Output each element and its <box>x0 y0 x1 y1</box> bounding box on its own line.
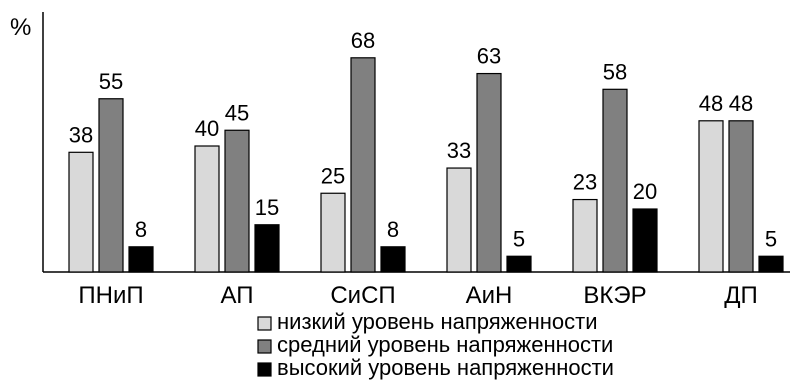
bar-1-5 <box>572 198 598 273</box>
bar-3-6 <box>758 255 784 273</box>
legend-swatch-1 <box>257 316 272 331</box>
value-label-3-1: 8 <box>135 217 147 242</box>
legend-swatch-3 <box>257 362 272 377</box>
value-label-1-6: 48 <box>699 91 723 116</box>
value-label-1-5: 23 <box>573 170 597 195</box>
bar-1-3 <box>320 192 346 273</box>
value-label-2-6: 48 <box>729 91 753 116</box>
category-label-5: ВКЭР <box>583 282 646 309</box>
value-label-1-2: 40 <box>195 116 219 141</box>
bar-2-3 <box>350 57 376 273</box>
value-label-3-2: 15 <box>255 195 279 220</box>
bar-2-2 <box>224 129 250 273</box>
value-label-1-1: 38 <box>69 122 93 147</box>
bar-1-4 <box>446 167 472 273</box>
bar-2-4 <box>476 72 502 273</box>
bar-1-6 <box>698 120 724 273</box>
value-label-2-4: 63 <box>477 44 501 69</box>
bar-2-6 <box>728 120 754 273</box>
value-label-3-5: 20 <box>633 179 657 204</box>
category-label-2: АП <box>221 282 254 309</box>
y-axis-label: % <box>10 14 31 41</box>
category-label-4: АиН <box>466 282 513 309</box>
bar-2-1 <box>98 98 124 273</box>
bar-2-5 <box>602 88 628 273</box>
bar-3-3 <box>380 246 406 273</box>
value-label-2-1: 55 <box>99 69 123 94</box>
value-label-2-2: 45 <box>225 100 249 125</box>
value-label-1-3: 25 <box>321 163 345 188</box>
bar-3-4 <box>506 255 532 273</box>
legend-swatch-2 <box>257 339 272 354</box>
value-label-2-3: 68 <box>351 28 375 53</box>
legend-label-2: средний уровень напряженности <box>277 332 613 357</box>
bars-group <box>68 57 784 273</box>
value-label-3-4: 5 <box>513 226 525 251</box>
bar-1-2 <box>194 145 220 273</box>
category-label-6: ДП <box>724 282 758 309</box>
bar-3-1 <box>128 246 154 273</box>
value-label-2-5: 58 <box>603 59 627 84</box>
category-label-1: ПНиП <box>78 282 143 309</box>
legend-label-3: высокий уровень напряженности <box>277 355 614 380</box>
bar-3-5 <box>632 208 658 273</box>
value-label-3-6: 5 <box>765 226 777 251</box>
category-labels-group: ПНиП АП СиСП АиН ВКЭР ДП <box>78 282 757 309</box>
legend-label-1: низкий уровень напряженности <box>277 309 598 334</box>
bar-3-2 <box>254 224 280 273</box>
category-label-3: СиСП <box>330 282 395 309</box>
value-label-1-4: 33 <box>447 138 471 163</box>
bar-1-1 <box>68 151 94 273</box>
value-label-3-3: 8 <box>387 217 399 242</box>
